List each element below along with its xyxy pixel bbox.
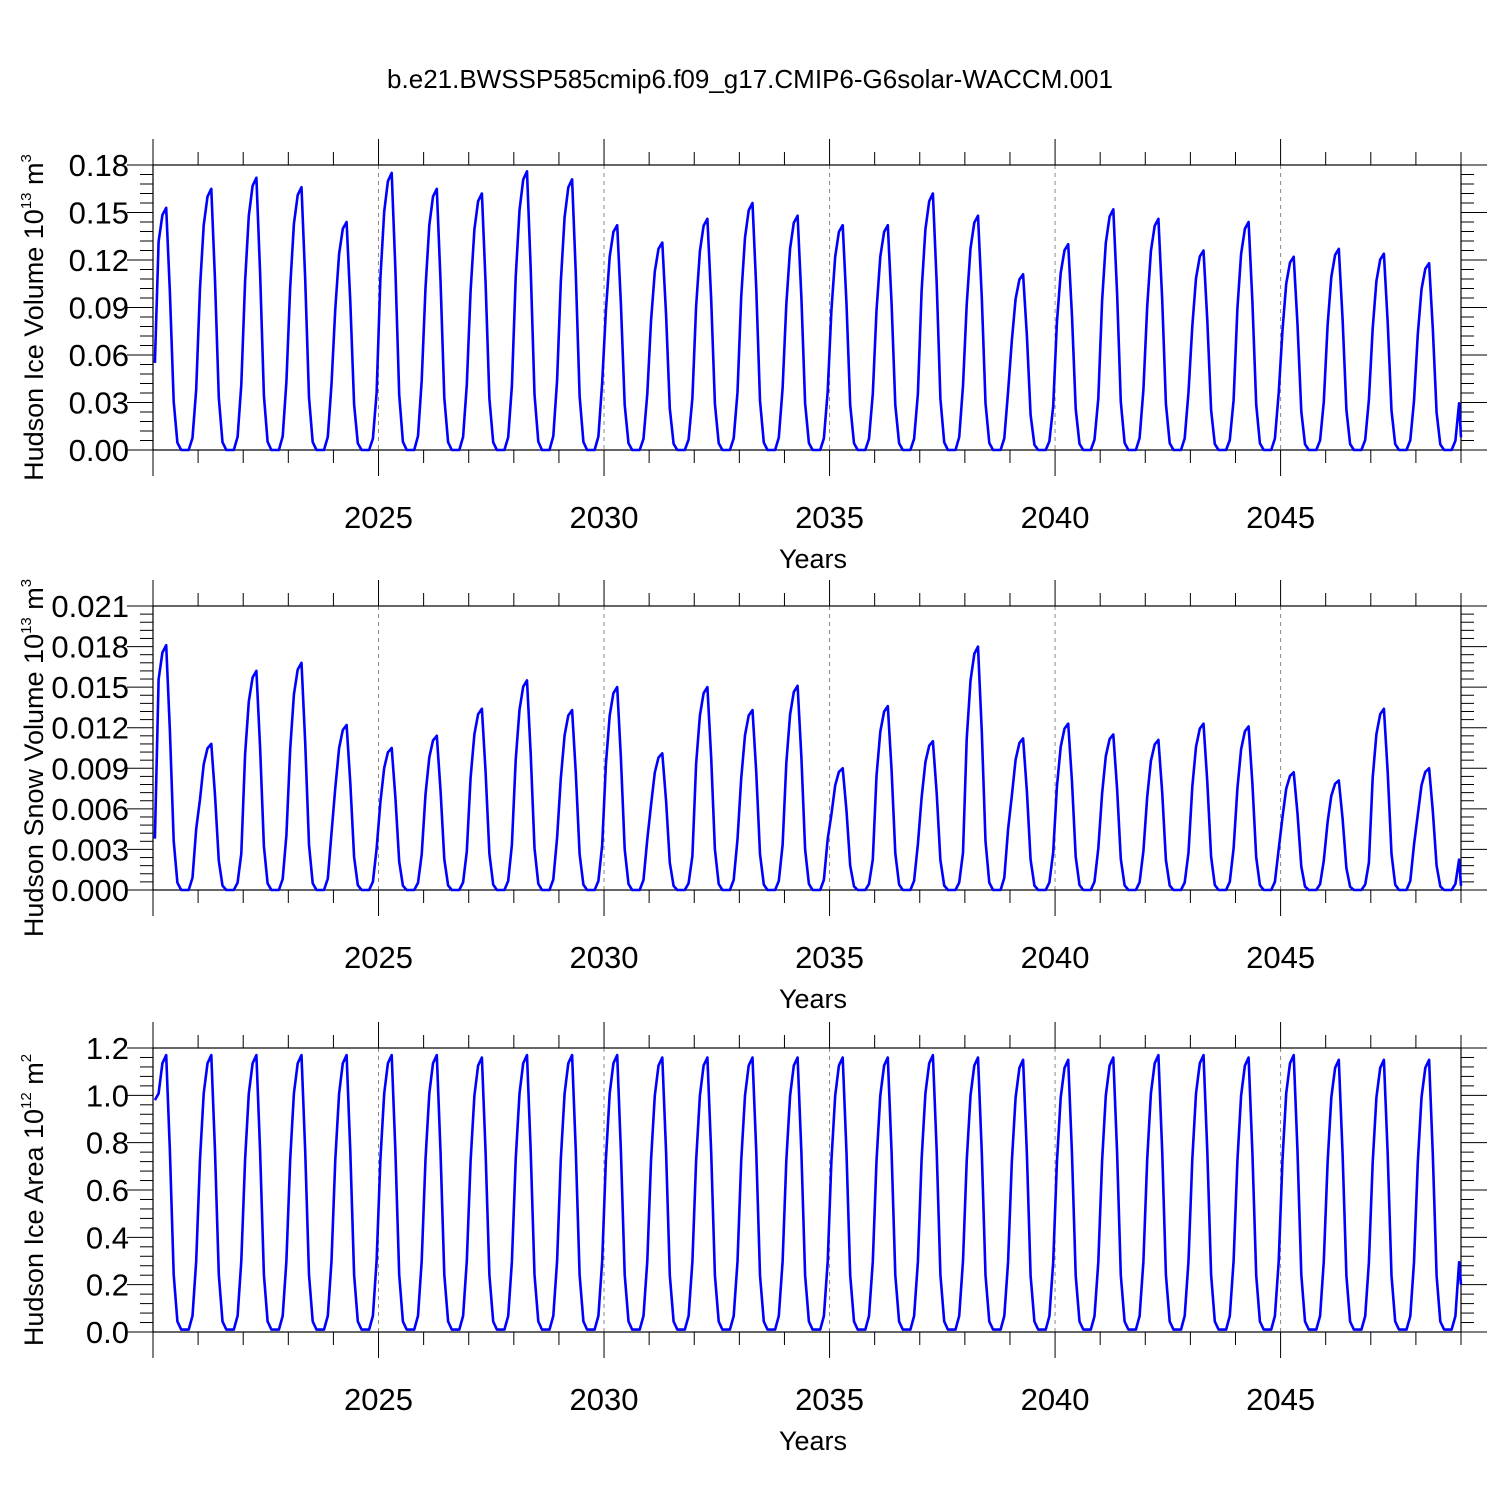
y-axis-title-part-2-1: 12 (18, 1092, 35, 1109)
series-line-1-0 (153, 643, 1463, 892)
y-tick-label-0-6: 0.18 (69, 148, 129, 183)
y-axis-title-2: Hudson Ice Area 1012 m2 (18, 1054, 49, 1346)
series-line-2-0 (153, 1053, 1463, 1331)
y-tick-label-2-1: 0.2 (86, 1268, 129, 1303)
x-tick-label-0-2: 2035 (795, 500, 864, 535)
y-axis-title-part-1-3: 3 (18, 579, 35, 587)
y-tick-label-2-2: 0.4 (86, 1220, 129, 1255)
plot-frame-0 (152, 164, 1462, 451)
y-tick-label-2-3: 0.6 (86, 1173, 129, 1208)
y-tick-label-1-4: 0.012 (51, 711, 129, 746)
x-tick-label-0-3: 2040 (1021, 500, 1090, 535)
y-tick-label-0-2: 0.06 (69, 338, 129, 373)
y-tick-label-1-6: 0.018 (51, 630, 129, 665)
y-axis-title-part-1-2: m (19, 587, 49, 617)
y-tick-label-0-1: 0.03 (69, 386, 129, 421)
y-tick-label-2-4: 0.8 (86, 1126, 129, 1161)
x-axis-title-1: Years (779, 984, 847, 1014)
x-tick-label-0-1: 2030 (570, 500, 639, 535)
x-tick-label-1-2: 2035 (795, 940, 864, 975)
y-tick-label-2-5: 1.0 (86, 1078, 129, 1113)
y-tick-label-0-3: 0.09 (69, 291, 129, 326)
y-axis-title-part-0-3: 3 (18, 154, 35, 162)
y-tick-label-1-5: 0.015 (51, 670, 129, 705)
y-axis-title-part-1-1: 13 (18, 617, 35, 634)
x-tick-label-1-1: 2030 (570, 940, 639, 975)
y-tick-label-1-3: 0.009 (51, 751, 129, 786)
y-axis-title-part-0-0: Hudson Ice Volume 10 (19, 209, 49, 481)
x-axis-title-0: Years (779, 544, 847, 574)
y-tick-label-2-0: 0.0 (86, 1315, 129, 1350)
y-axis-title-0: Hudson Ice Volume 1013 m3 (18, 154, 49, 481)
y-tick-label-0-0: 0.00 (69, 433, 129, 468)
y-tick-label-0-5: 0.15 (69, 196, 129, 231)
x-tick-label-0-4: 2045 (1246, 500, 1315, 535)
x-tick-label-2-2: 2035 (795, 1382, 864, 1417)
y-axis-title-part-2-0: Hudson Ice Area 10 (19, 1109, 49, 1346)
y-tick-label-2-6: 1.2 (86, 1031, 129, 1066)
plot-frame-1 (152, 605, 1462, 891)
y-tick-label-1-1: 0.003 (51, 832, 129, 867)
y-axis-title-part-0-1: 13 (18, 192, 35, 209)
x-tick-label-1-3: 2040 (1021, 940, 1090, 975)
x-tick-label-2-0: 2025 (344, 1382, 413, 1417)
x-tick-label-1-0: 2025 (344, 940, 413, 975)
x-tick-label-0-0: 2025 (344, 500, 413, 535)
y-tick-label-0-4: 0.12 (69, 243, 129, 278)
y-axis-title-1: Hudson Snow Volume 1013 m3 (18, 579, 49, 937)
x-tick-label-2-4: 2045 (1246, 1382, 1315, 1417)
y-tick-label-1-2: 0.006 (51, 792, 129, 827)
chart-title: b.e21.BWSSP585cmip6.f09_g17.CMIP6-G6sola… (387, 64, 1113, 94)
x-tick-label-2-1: 2030 (570, 1382, 639, 1417)
y-tick-label-1-7: 0.021 (51, 589, 129, 624)
y-axis-title-part-1-0: Hudson Snow Volume 10 (19, 634, 49, 937)
y-axis-title-part-0-2: m (19, 162, 49, 192)
y-axis-title-part-2-3: 2 (18, 1054, 35, 1062)
series-line-0-0 (153, 170, 1463, 452)
x-tick-label-1-4: 2045 (1246, 940, 1315, 975)
x-axis-title-2: Years (779, 1426, 847, 1456)
x-tick-label-2-3: 2040 (1021, 1382, 1090, 1417)
y-axis-title-part-2-2: m (19, 1062, 49, 1092)
y-tick-label-1-0: 0.000 (51, 873, 129, 908)
